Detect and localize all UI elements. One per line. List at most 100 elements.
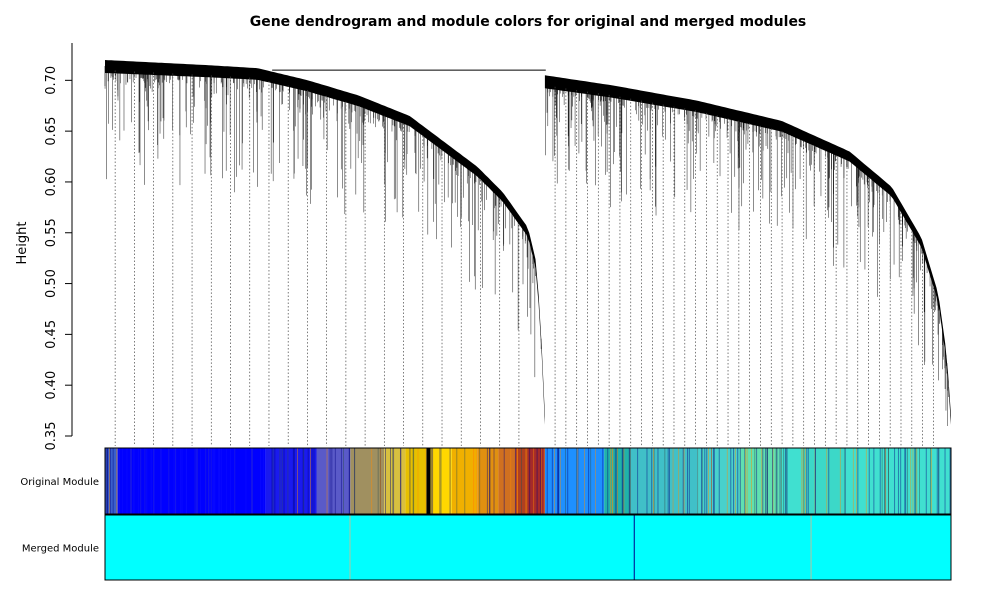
- band-stripe: [802, 448, 804, 514]
- module-color-bands: Original Module Merged Module: [20, 447, 952, 581]
- band-stripe: [706, 448, 708, 514]
- band-stripe: [900, 448, 902, 514]
- band-stripe: [173, 448, 175, 514]
- band-stripe: [667, 448, 669, 514]
- band-stripe: [540, 448, 542, 514]
- band-stripe: [622, 448, 624, 514]
- band-stripe: [756, 448, 758, 514]
- band-stripe: [307, 448, 309, 514]
- band-stripe: [931, 448, 932, 514]
- band-stripe: [517, 448, 518, 514]
- band-segment: [405, 448, 427, 514]
- band-stripe: [390, 448, 391, 514]
- band-stripe: [130, 448, 131, 514]
- band-stripe: [734, 448, 736, 514]
- band-stripe: [199, 448, 201, 514]
- band-stripe: [393, 448, 395, 514]
- band-stripe: [806, 448, 808, 514]
- band-stripe: [919, 448, 920, 514]
- band-stripe: [392, 448, 394, 514]
- band-stripe: [856, 448, 857, 514]
- band-stripe: [739, 448, 741, 514]
- band-stripe: [138, 448, 139, 514]
- band-stripe: [852, 448, 854, 514]
- band-stripe: [558, 448, 560, 514]
- band-stripe: [766, 448, 768, 514]
- band-marker: [349, 515, 351, 580]
- band-stripe: [651, 448, 653, 514]
- band-stripe: [503, 448, 505, 514]
- band-stripe: [925, 448, 927, 514]
- band-stripe: [828, 448, 830, 514]
- band-stripe: [302, 448, 304, 514]
- band-stripe: [879, 448, 881, 514]
- band-stripe: [310, 448, 311, 514]
- band-stripe: [761, 448, 763, 514]
- band-stripe: [168, 448, 170, 514]
- cluster-2: [544, 75, 951, 446]
- band-stripe: [912, 448, 914, 514]
- band-stripe: [271, 448, 273, 514]
- band-stripe: [118, 448, 120, 514]
- band-segment: [384, 448, 406, 514]
- band-stripe: [930, 448, 931, 514]
- band-stripe: [897, 448, 899, 514]
- band-stripe: [775, 448, 777, 514]
- band-stripe: [786, 448, 788, 514]
- band-stripe: [888, 448, 889, 514]
- band-stripe: [657, 448, 659, 514]
- band-stripe: [208, 448, 209, 514]
- band-stripe: [116, 448, 118, 514]
- band-stripe: [479, 448, 481, 514]
- band-segment: [316, 448, 351, 514]
- band-stripe: [417, 448, 419, 514]
- band-stripe: [412, 448, 414, 514]
- band-stripe: [652, 448, 654, 514]
- band-stripe: [949, 448, 951, 514]
- band-stripe: [311, 448, 313, 514]
- band-stripe: [371, 448, 373, 514]
- band-stripe: [682, 448, 684, 514]
- band-stripe: [220, 448, 222, 514]
- band-stripe: [348, 448, 350, 514]
- band-stripe: [326, 448, 328, 514]
- band-stripe: [623, 448, 625, 514]
- band-stripe: [131, 448, 132, 514]
- band-stripe: [334, 448, 336, 514]
- band-segment: [697, 448, 740, 514]
- band-marker: [810, 515, 812, 580]
- band-stripe: [133, 448, 135, 514]
- band-stripe: [514, 448, 516, 514]
- band-stripe: [595, 448, 596, 514]
- band-stripe: [218, 448, 220, 514]
- band-stripe: [340, 448, 342, 514]
- band-stripe: [186, 448, 187, 514]
- band-stripe: [218, 448, 219, 514]
- band-stripe: [146, 448, 148, 514]
- band-stripe: [565, 448, 566, 514]
- band-stripe: [688, 448, 690, 514]
- band-stripe: [653, 448, 655, 514]
- band-stripe: [245, 448, 247, 514]
- band-stripe: [464, 448, 466, 514]
- band-stripe: [844, 448, 846, 514]
- band-stripe: [533, 448, 535, 514]
- band-stripe: [602, 448, 604, 514]
- band-stripe: [297, 448, 298, 514]
- band-stripe: [354, 448, 356, 514]
- band-stripe: [762, 448, 764, 514]
- band-stripe: [154, 448, 156, 514]
- band-stripe: [590, 448, 592, 514]
- y-tick-label: 0.50: [44, 269, 59, 298]
- band-stripe: [279, 448, 281, 514]
- band-stripe: [745, 448, 746, 514]
- band-stripe: [251, 448, 252, 514]
- band-stripe: [107, 448, 108, 514]
- band-stripe: [226, 448, 227, 514]
- band-stripe: [541, 448, 542, 514]
- band-stripe: [492, 448, 494, 514]
- band-stripe: [712, 448, 714, 514]
- band-segment: [426, 448, 431, 514]
- band-stripe: [936, 448, 938, 514]
- band-stripe: [905, 448, 907, 514]
